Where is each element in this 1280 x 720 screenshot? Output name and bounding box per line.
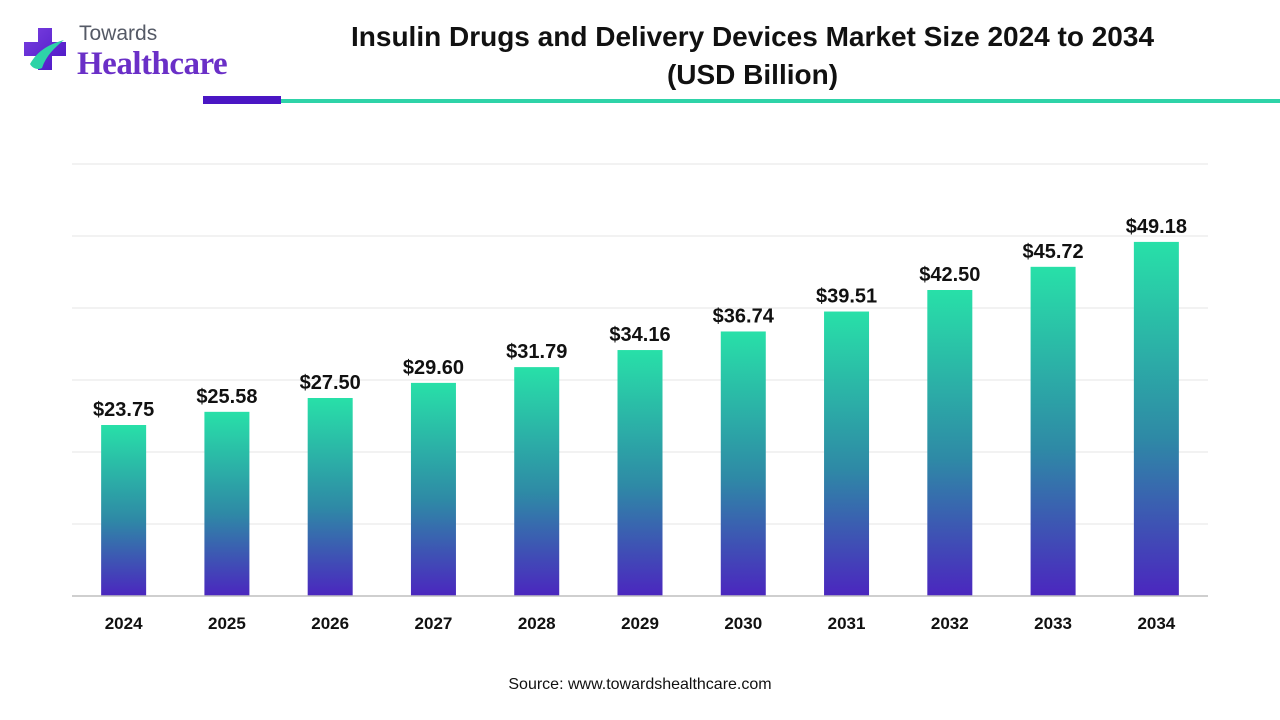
data-label-2025: $25.58: [196, 386, 257, 408]
source-note: Source: www.towardshealthcare.com: [508, 676, 772, 693]
data-labels: $23.75 $25.58 $27.50 $29.60 $31.79 $34.16 $36.…: [93, 216, 1187, 421]
data-label-2024: $23.75: [93, 399, 154, 421]
x-tick-2030: 2030: [724, 614, 762, 633]
data-label-2028: $31.79: [506, 341, 567, 363]
x-tick-labels: 2024 2025 2026 2027 2028 2029 2030 2031 2032 2033…: [105, 614, 1176, 633]
x-tick-2026: 2026: [311, 614, 349, 633]
bar-2027: [410, 382, 456, 596]
brand-logo: Towards Healthcare: [20, 22, 235, 84]
chart-title-line2: (USD Billion): [666, 59, 839, 90]
data-label-2029: $34.16: [609, 324, 670, 346]
x-tick-2028: 2028: [518, 614, 556, 633]
medical-cross-icon: [24, 28, 66, 70]
header-accent-purple: [203, 96, 281, 104]
x-tick-2024: 2024: [105, 614, 143, 633]
chart-title-line1: Insulin Drugs and Delivery Devices Marke…: [350, 21, 1155, 52]
data-label-2026: $27.50: [300, 372, 361, 394]
bar-2032: [927, 290, 973, 596]
bar-2029: [617, 350, 663, 596]
x-tick-2031: 2031: [828, 614, 866, 633]
x-tick-2029: 2029: [621, 614, 659, 633]
bar-2026: [307, 398, 353, 596]
brand-name-main: Healthcare: [77, 46, 228, 82]
data-label-2034: $49.18: [1126, 216, 1187, 238]
bar-2024: [101, 425, 147, 596]
chart-title: Insulin Drugs and Delivery Devices Marke…: [300, 18, 1205, 94]
data-label-2030: $36.74: [713, 305, 775, 327]
brand-name-top: Towards: [79, 22, 158, 45]
data-label-2032: $42.50: [919, 264, 980, 286]
bar-2033: [1030, 266, 1076, 596]
data-label-2033: $45.72: [1023, 241, 1084, 263]
bar-2028: [514, 367, 560, 596]
x-tick-2032: 2032: [931, 614, 969, 633]
bar-2025: [204, 411, 250, 596]
bar-2034: [1133, 241, 1179, 597]
bar-2031: [824, 311, 870, 596]
x-tick-2033: 2033: [1034, 614, 1072, 633]
data-label-2031: $39.51: [816, 286, 877, 308]
x-tick-2027: 2027: [415, 614, 453, 633]
bars: [101, 241, 1179, 597]
x-tick-2025: 2025: [208, 614, 246, 633]
x-tick-2034: 2034: [1137, 614, 1175, 633]
bar-2030: [720, 331, 766, 596]
header-accent-teal: [281, 99, 1280, 103]
data-label-2027: $29.60: [403, 357, 464, 379]
